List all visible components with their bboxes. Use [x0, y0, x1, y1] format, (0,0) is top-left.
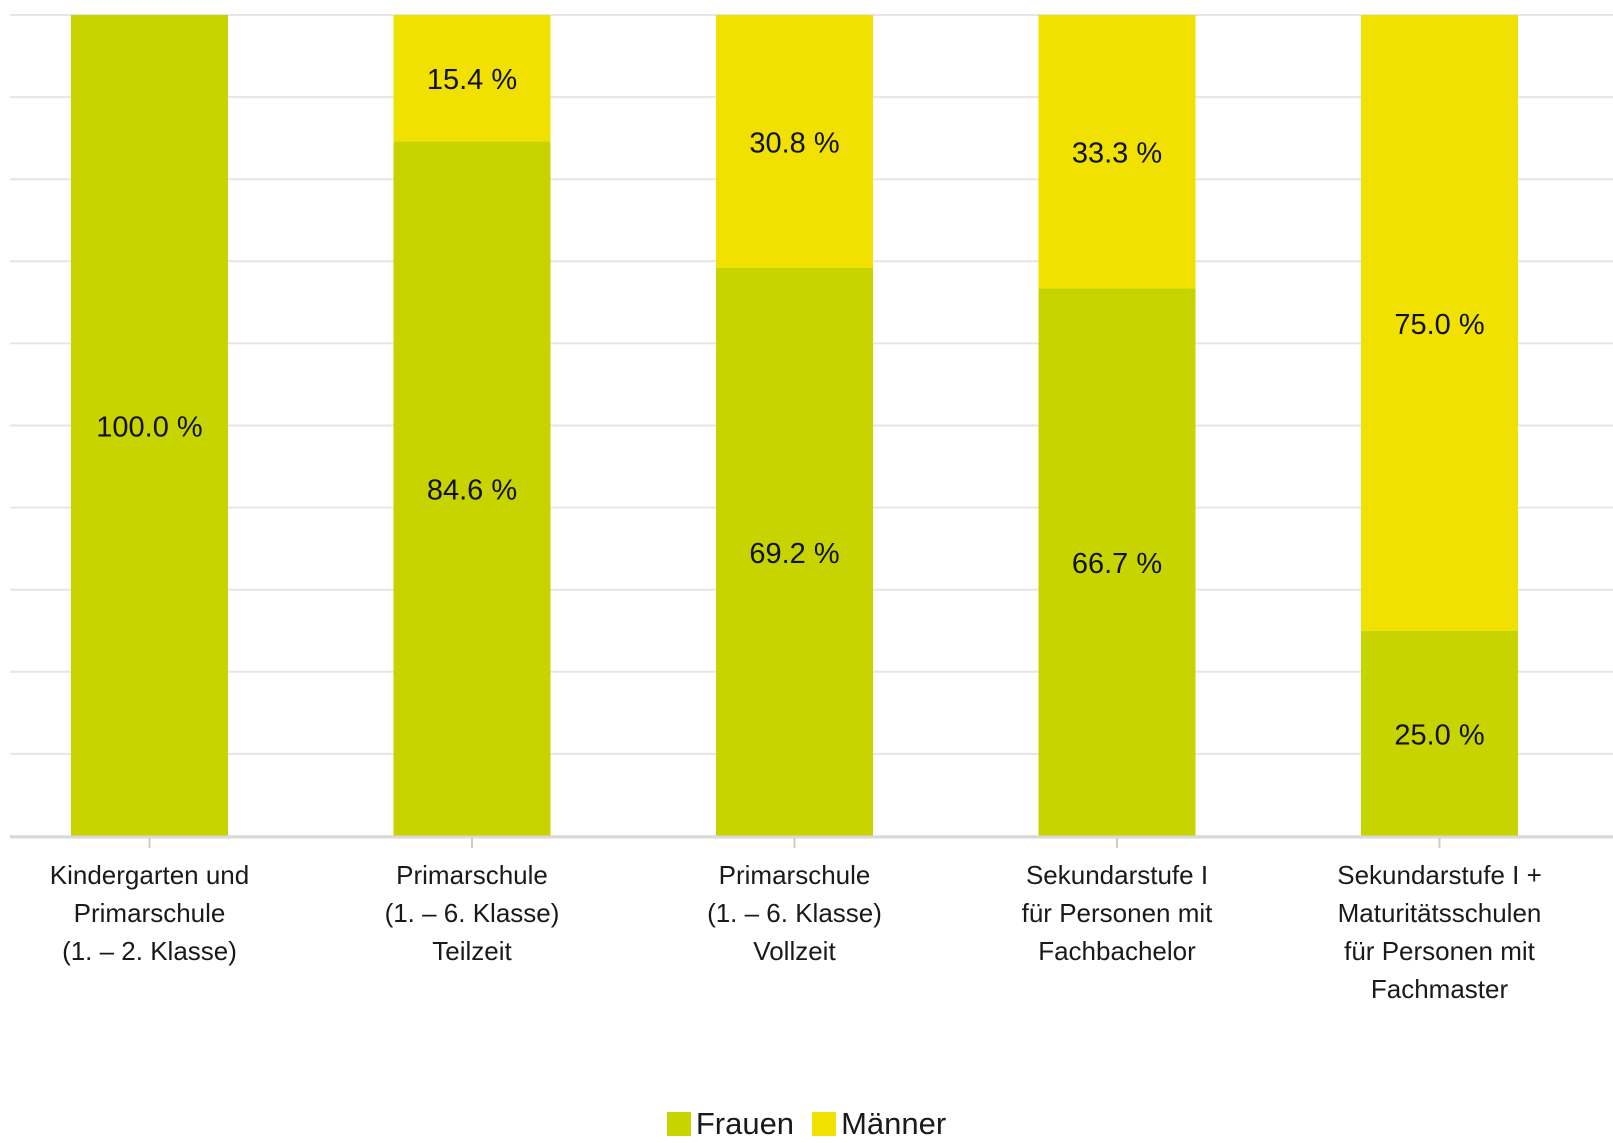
- x-tick-label-line: (1. – 6. Klasse): [707, 898, 882, 928]
- x-tick-label: Primarschule (1. – 6. Klasse) Teilzeit: [385, 860, 560, 966]
- data-labels: 100.0 % 84.6 % 15.4 % 69.2 % 30.8 % 66.7 % 33.…: [96, 64, 1484, 751]
- x-tick-label-line: Primarschule: [396, 860, 548, 890]
- data-label: 66.7 %: [1072, 548, 1162, 580]
- bar-frauen: [71, 15, 228, 836]
- x-tick-label: Kindergarten und Primarschule (1. – 2. Kla…: [50, 860, 249, 966]
- bar-maenner: [1038, 15, 1196, 289]
- x-tick-label-line: Fachmaster: [1371, 974, 1509, 1004]
- legend-label-frauen: Frauen: [695, 1106, 795, 1141]
- x-tick-label-line: Sekundarstufe I +: [1337, 860, 1542, 890]
- x-tick-label: Sekundarstufe I für Personen mit Fachbache…: [1022, 860, 1214, 966]
- x-axis: [10, 835, 1613, 848]
- stacked-bar-chart: 100.0 % 84.6 % 15.4 % 69.2 % 30.8 % 66.7 % 33.…: [10, 14, 1613, 1004]
- data-label: 30.8 %: [749, 127, 839, 159]
- bar-maenner: [1361, 15, 1518, 631]
- bar-maenner: [716, 15, 873, 268]
- x-tick-label-line: Vollzeit: [753, 936, 836, 966]
- x-tick-label: Sekundarstufe I + Maturitätsschulen für Pe…: [1337, 860, 1542, 1004]
- x-tick-label: Primarschule (1. – 6. Klasse) Vollzeit: [707, 860, 882, 966]
- data-label: 100.0 %: [96, 412, 202, 444]
- bar-frauen: [716, 267, 873, 836]
- legend-label-maenner: Männer: [841, 1106, 947, 1141]
- x-tick-label-line: für Personen mit: [1344, 936, 1536, 966]
- x-tick-label-line: für Personen mit: [1022, 898, 1214, 928]
- x-tick-label-line: Kindergarten und: [50, 860, 249, 890]
- legend-swatch-maenner: [812, 1112, 837, 1136]
- bar-frauen: [1038, 288, 1196, 836]
- data-label: 84.6 %: [427, 475, 517, 507]
- x-tick-label-line: (1. – 6. Klasse): [385, 898, 560, 928]
- x-tick-label-line: Teilzeit: [432, 936, 512, 966]
- data-label: 33.3 %: [1072, 138, 1162, 170]
- bars: [71, 15, 1518, 836]
- data-label: 25.0 %: [1394, 719, 1484, 751]
- legend-item-frauen: Frauen: [666, 1106, 795, 1142]
- x-tick-label-line: Sekundarstufe I: [1026, 860, 1208, 890]
- bar-maenner: [393, 15, 551, 142]
- bar-frauen: [393, 141, 551, 836]
- legend: Frauen Männer: [0, 1106, 1613, 1142]
- data-label: 15.4 %: [427, 64, 517, 96]
- x-tick-label-line: Maturitätsschulen: [1338, 898, 1542, 928]
- data-label: 69.2 %: [749, 538, 839, 570]
- data-label: 75.0 %: [1394, 309, 1484, 341]
- legend-item-maenner: Männer: [812, 1106, 946, 1142]
- bar-frauen: [1361, 630, 1518, 836]
- x-tick-labels: Kindergarten und Primarschule (1. – 2. Kla…: [50, 860, 1542, 1004]
- x-tick-label-line: Fachbachelor: [1038, 936, 1196, 966]
- x-tick-label-line: Primarschule: [719, 860, 871, 890]
- x-tick-label-line: Primarschule: [74, 898, 226, 928]
- legend-swatch-frauen: [666, 1112, 691, 1136]
- x-tick-label-line: (1. – 2. Klasse): [62, 936, 237, 966]
